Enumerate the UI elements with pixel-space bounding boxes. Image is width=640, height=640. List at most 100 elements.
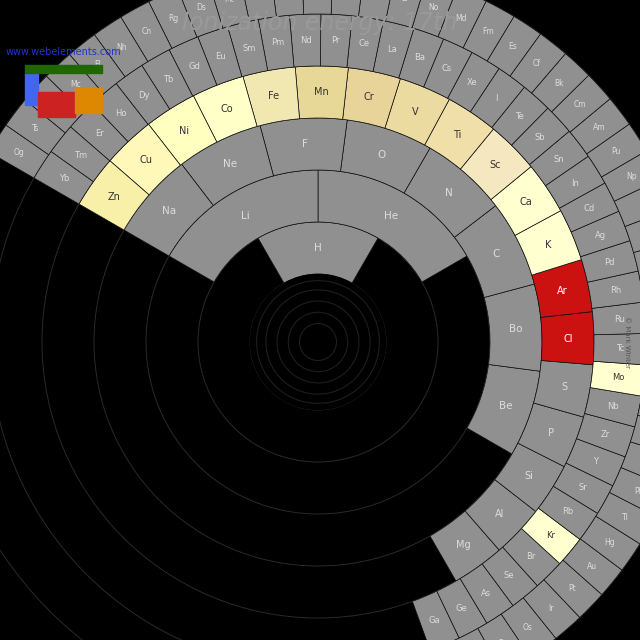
Text: Mn: Mn — [314, 87, 329, 97]
Wedge shape — [385, 79, 449, 145]
Wedge shape — [358, 0, 396, 21]
Wedge shape — [79, 161, 149, 230]
Wedge shape — [544, 560, 602, 618]
Wedge shape — [515, 211, 581, 275]
Wedge shape — [193, 76, 257, 142]
Wedge shape — [342, 68, 401, 128]
Wedge shape — [614, 179, 640, 227]
Wedge shape — [148, 0, 197, 49]
Bar — [75, 88, 102, 113]
Text: Cu: Cu — [140, 156, 153, 165]
Text: Es: Es — [509, 42, 517, 51]
Text: Be: Be — [499, 401, 512, 411]
Wedge shape — [592, 302, 640, 335]
Text: Ca: Ca — [519, 197, 532, 207]
Wedge shape — [511, 108, 569, 164]
Wedge shape — [260, 118, 348, 176]
Wedge shape — [487, 17, 540, 76]
Text: Os: Os — [523, 623, 532, 632]
Text: Ar: Ar — [557, 285, 568, 296]
Text: Ho: Ho — [115, 109, 127, 118]
Text: Xe: Xe — [467, 78, 477, 87]
Text: F: F — [302, 140, 308, 149]
Wedge shape — [492, 87, 548, 145]
Text: Se: Se — [504, 572, 515, 580]
Text: He: He — [384, 211, 398, 221]
Text: Pm: Pm — [271, 38, 284, 47]
Text: Dy: Dy — [138, 91, 150, 100]
Text: Lr: Lr — [401, 0, 409, 3]
Wedge shape — [198, 27, 242, 85]
Text: S: S — [561, 381, 567, 392]
Text: Ga: Ga — [429, 616, 440, 625]
Wedge shape — [430, 511, 499, 581]
Wedge shape — [566, 438, 625, 486]
Text: Si: Si — [525, 471, 534, 481]
Text: K: K — [545, 240, 552, 250]
Text: Ts: Ts — [32, 124, 40, 132]
Wedge shape — [590, 361, 640, 396]
Text: Og: Og — [13, 148, 24, 157]
Text: Br: Br — [526, 552, 535, 561]
Wedge shape — [588, 271, 640, 308]
Wedge shape — [518, 403, 584, 467]
Wedge shape — [634, 238, 640, 279]
Text: Ti: Ti — [453, 130, 462, 140]
Text: Na: Na — [162, 207, 176, 216]
Wedge shape — [258, 222, 378, 283]
Wedge shape — [331, 0, 365, 17]
Text: No: No — [428, 3, 439, 12]
Text: Pd: Pd — [604, 258, 614, 267]
Text: Kr: Kr — [546, 531, 555, 540]
Text: Ba: Ba — [415, 53, 426, 62]
Text: As: As — [481, 589, 491, 598]
Wedge shape — [301, 0, 333, 14]
Text: Fe: Fe — [268, 91, 279, 101]
Wedge shape — [148, 96, 217, 165]
Wedge shape — [270, 0, 304, 17]
Text: V: V — [412, 107, 419, 116]
Text: Tc: Tc — [616, 344, 624, 353]
Wedge shape — [124, 164, 213, 256]
Text: Tl: Tl — [622, 513, 629, 522]
Text: Mt: Mt — [225, 0, 234, 4]
Wedge shape — [110, 124, 180, 195]
Text: Nh: Nh — [116, 43, 127, 52]
Text: Ne: Ne — [223, 159, 237, 170]
Wedge shape — [571, 211, 630, 257]
Wedge shape — [70, 35, 125, 94]
Wedge shape — [70, 104, 128, 161]
Wedge shape — [460, 129, 531, 200]
Wedge shape — [34, 152, 93, 204]
Text: Ni: Ni — [179, 126, 189, 136]
Wedge shape — [438, 0, 486, 48]
Wedge shape — [593, 333, 640, 365]
Wedge shape — [169, 170, 318, 282]
Wedge shape — [121, 2, 172, 61]
Wedge shape — [484, 284, 542, 371]
Text: Zn: Zn — [108, 192, 121, 202]
Text: Gd: Gd — [188, 62, 200, 71]
Text: Ag: Ag — [595, 230, 606, 239]
Wedge shape — [454, 205, 534, 298]
Wedge shape — [142, 50, 193, 109]
Text: C: C — [492, 250, 499, 259]
Wedge shape — [570, 99, 629, 154]
Text: Cl: Cl — [563, 333, 573, 344]
Wedge shape — [95, 17, 148, 77]
Text: Hg: Hg — [605, 538, 615, 547]
Wedge shape — [25, 76, 84, 133]
Text: Cd: Cd — [583, 204, 595, 213]
Wedge shape — [538, 486, 598, 540]
Wedge shape — [289, 14, 321, 67]
Wedge shape — [412, 591, 460, 640]
Text: Am: Am — [593, 122, 605, 131]
Wedge shape — [559, 183, 619, 232]
Wedge shape — [228, 19, 268, 77]
Text: Au: Au — [587, 561, 597, 571]
Text: Fl: Fl — [95, 60, 101, 69]
Text: Zr: Zr — [601, 429, 611, 438]
Text: Sb: Sb — [534, 132, 545, 141]
Text: Lv: Lv — [51, 100, 60, 109]
Text: Cr: Cr — [364, 92, 374, 102]
